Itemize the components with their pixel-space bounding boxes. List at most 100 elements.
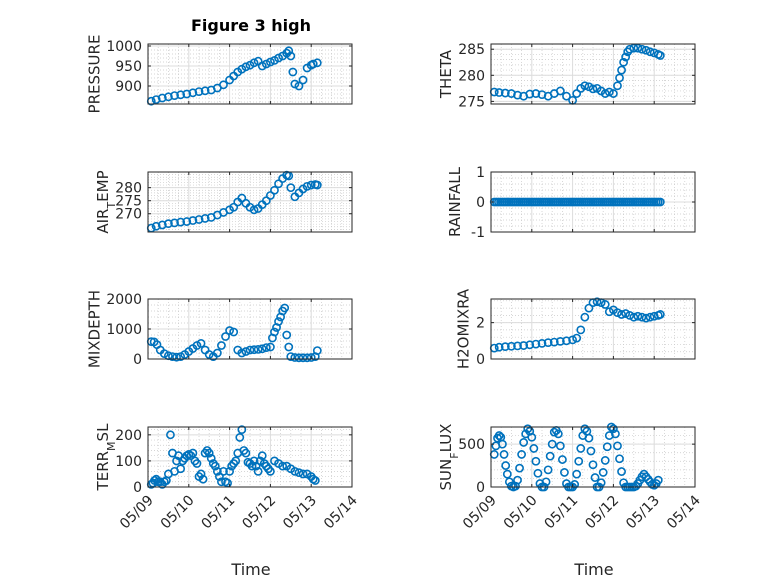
data-point <box>176 90 186 100</box>
data-point <box>543 465 553 475</box>
data-point <box>310 476 320 485</box>
data-point <box>574 456 584 466</box>
data-point <box>494 431 504 440</box>
data-point <box>611 429 620 439</box>
data-point <box>196 338 206 348</box>
data-point <box>163 219 173 229</box>
data-point <box>645 47 655 57</box>
data-point <box>572 469 582 479</box>
data-point <box>592 297 602 307</box>
data-point <box>555 336 565 346</box>
x-tick-label: 05/14 <box>321 492 361 532</box>
data-point <box>531 339 541 349</box>
data-point <box>617 65 626 75</box>
data-point <box>241 347 251 356</box>
y-axis-label: H2OMIXRA <box>454 288 472 369</box>
data-point <box>210 461 220 471</box>
y-axis-label: PRESSURE <box>86 35 104 114</box>
data-point <box>176 217 186 227</box>
data-point <box>286 51 296 61</box>
data-point <box>576 444 586 453</box>
data-point <box>600 89 610 98</box>
data-point <box>500 342 510 352</box>
data-point <box>499 450 509 459</box>
x-tick-label: 05/13 <box>623 493 663 533</box>
data-point <box>621 52 631 62</box>
data-point <box>513 341 522 351</box>
data-point <box>519 438 529 447</box>
data-point <box>604 87 614 97</box>
data-point <box>602 442 612 452</box>
data-point <box>576 325 586 335</box>
data-point <box>294 468 304 478</box>
data-point <box>286 183 296 193</box>
data-point <box>245 345 255 355</box>
data-point <box>621 309 631 318</box>
data-point <box>192 459 202 468</box>
data-point <box>617 467 626 476</box>
data-point <box>170 218 179 228</box>
data-point <box>590 473 600 482</box>
data-point <box>237 425 247 435</box>
x-tick-label: 05/10 <box>158 493 198 533</box>
data-point <box>298 75 308 85</box>
data-point <box>253 344 263 354</box>
y-tick-label: 200 <box>115 428 142 444</box>
data-point <box>168 352 177 361</box>
data-point <box>151 221 161 231</box>
x-tick-label: 05/12 <box>239 493 279 533</box>
y-axis-label: MIXDEPTH <box>86 290 104 368</box>
data-point <box>312 58 322 68</box>
data-point <box>500 88 510 98</box>
data-point <box>641 313 651 323</box>
data-point <box>294 353 304 363</box>
data-point <box>494 342 504 352</box>
data-point <box>570 480 580 489</box>
data-point <box>312 346 322 355</box>
data-point <box>212 466 222 476</box>
data-point <box>225 466 234 476</box>
y-tick-label: 500 <box>458 437 485 453</box>
data-point <box>572 333 582 343</box>
data-point <box>498 439 507 449</box>
data-point <box>655 197 665 207</box>
data-point <box>200 214 210 223</box>
data-point <box>290 353 300 362</box>
data-point <box>655 51 665 60</box>
data-point <box>284 342 294 352</box>
data-point <box>531 89 541 98</box>
y-tick-label: 100 <box>115 454 142 470</box>
data-point <box>284 46 294 56</box>
data-point <box>253 466 263 476</box>
data-point <box>598 468 608 477</box>
data-point <box>615 454 624 464</box>
data-point <box>645 312 655 322</box>
data-point <box>525 340 535 350</box>
data-point <box>221 332 230 341</box>
data-point <box>194 87 204 96</box>
x-tick-label: 05/14 <box>664 492 704 532</box>
data-point <box>527 432 537 442</box>
data-point <box>545 451 555 461</box>
figure-title: Figure 3 high <box>191 16 311 35</box>
data-point <box>249 345 259 355</box>
data-point <box>525 89 535 99</box>
x-tick-label: 05/11 <box>199 493 239 533</box>
data-point <box>166 430 175 440</box>
data-point <box>529 444 539 453</box>
data-point <box>502 469 512 479</box>
data-point <box>629 312 639 322</box>
data-point <box>533 468 543 478</box>
x-tick-label: 05/11 <box>542 493 582 533</box>
data-point <box>306 180 316 190</box>
data-point <box>206 453 216 463</box>
data-point <box>294 81 304 91</box>
data-point <box>517 450 526 459</box>
data-point <box>170 91 179 100</box>
axes-box <box>147 171 353 233</box>
data-point <box>182 217 192 226</box>
